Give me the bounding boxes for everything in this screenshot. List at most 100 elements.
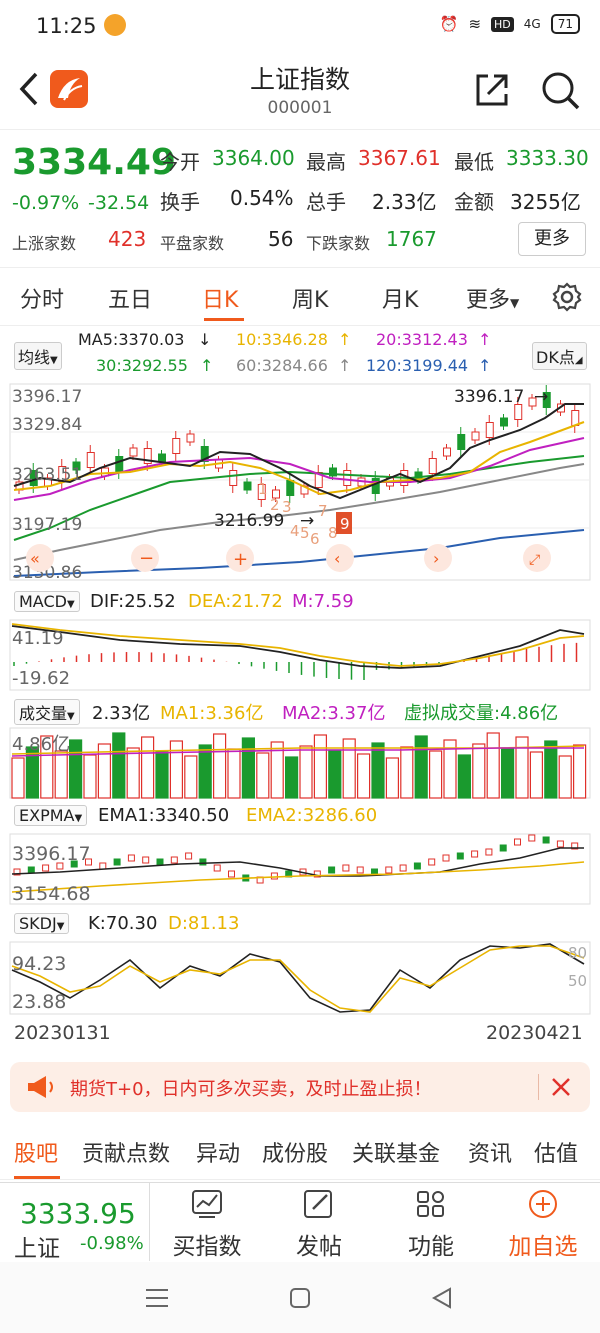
close-icon[interactable]	[550, 1076, 572, 1098]
svg-text:5: 5	[300, 524, 310, 542]
expma-candle	[199, 858, 207, 866]
tab-weekly-k[interactable]: 周K	[292, 288, 329, 313]
skdj-selector[interactable]: SKDJ▼	[14, 913, 70, 934]
kline-candle	[257, 484, 266, 500]
tab-movement[interactable]: 异动	[196, 1142, 241, 1167]
home-icon[interactable]	[288, 1286, 312, 1310]
banner-text: 期货T+0，日内可多次买卖，及时止盈止损！	[70, 1079, 432, 1100]
zoom-in-icon[interactable]	[226, 544, 254, 572]
tab-news[interactable]: 资讯	[468, 1142, 513, 1167]
expma-candle	[571, 842, 579, 850]
tab-five-day[interactable]: 五日	[108, 288, 153, 313]
expma-candle	[270, 872, 278, 880]
caret-down-icon: ▼	[67, 711, 75, 722]
kline-candle	[542, 392, 551, 408]
dk-point-toggle[interactable]: DK点◢	[532, 342, 587, 370]
virtual-volume: 虚拟成交量:4.86亿	[404, 703, 559, 724]
tab-more[interactable]: 更多▼	[466, 282, 519, 314]
tab-timeshare[interactable]: 分时	[20, 288, 65, 313]
kline-candle	[115, 456, 124, 472]
active-tab-indicator	[204, 318, 244, 321]
volume-bars	[11, 732, 587, 799]
ema2-line	[11, 861, 585, 893]
volume-ma2: MA2:3.37亿	[282, 703, 386, 724]
search-icon[interactable]	[540, 70, 582, 112]
svg-text:⤢: ⤢	[529, 552, 540, 568]
tab-valuation[interactable]: 估值	[534, 1142, 579, 1167]
volume-bar	[241, 737, 255, 799]
svg-text:4: 4	[290, 522, 300, 540]
volume-chart[interactable]: 4.86亿	[0, 726, 600, 800]
volume-bar	[141, 736, 155, 799]
volume-bar	[227, 748, 241, 799]
tab-contribution[interactable]: 贡献点数	[82, 1142, 171, 1167]
pan-right-icon[interactable]	[424, 544, 452, 572]
mini-quote[interactable]: 3333.95 上证 -0.98%	[0, 1183, 150, 1262]
promo-banner[interactable]: 期货T+0，日内可多次买卖，及时止盈止损！	[10, 1062, 590, 1112]
expma-chart[interactable]: 3396.17 3154.68	[0, 832, 600, 906]
kline-candle	[471, 431, 480, 441]
add-watchlist-button[interactable]: 加自选	[488, 1189, 598, 1261]
expma-candle	[442, 854, 450, 862]
tab-related-funds[interactable]: 关联基金	[352, 1142, 441, 1167]
status-bar: 11:25 ⏰ ≋ HD 4G 71	[0, 0, 600, 52]
app-logo	[50, 70, 88, 108]
ma10-line	[13, 421, 585, 496]
skdj-chart[interactable]: 94.23 23.88 80 50	[0, 940, 600, 1016]
svg-text:3: 3	[282, 498, 292, 516]
megaphone-icon	[28, 1076, 53, 1098]
volume-bar	[486, 732, 500, 799]
back-nav-icon[interactable]	[430, 1286, 454, 1310]
tab-constituents[interactable]: 成份股	[262, 1142, 329, 1167]
expma-selector[interactable]: EXPMA▼	[14, 805, 88, 826]
volume-bar	[414, 735, 428, 799]
fast-back-icon[interactable]	[26, 544, 54, 572]
high-value: 3367.61	[358, 146, 441, 170]
macd-chart[interactable]: 41.19 -19.62	[0, 618, 600, 692]
tab-monthly-k[interactable]: 月K	[382, 288, 419, 313]
expma-candle	[456, 852, 464, 860]
change-percent: -0.97%	[12, 192, 80, 214]
volume-bar	[169, 740, 183, 799]
macd-dif: DIF:25.52	[90, 591, 176, 612]
date-end: 20230421	[486, 1022, 583, 1044]
open-value: 3364.00	[212, 146, 295, 170]
quote-more-button[interactable]: 更多	[518, 222, 586, 256]
back-icon[interactable]	[12, 66, 48, 112]
volume-bar	[184, 755, 198, 799]
volume-bar	[25, 746, 39, 799]
macd-selector[interactable]: MACD▼	[14, 591, 80, 612]
volume-selector[interactable]: 成交量▼	[14, 699, 80, 725]
kline-chart[interactable]: 3396.17 3329.84 3263.51 3197.19 3130.86 …	[0, 382, 600, 582]
expma-candles	[13, 834, 579, 884]
signal-9-label: 9	[340, 515, 350, 533]
volume-bar	[83, 754, 97, 799]
caret-down-icon: ▼	[510, 296, 520, 310]
expma-candle	[485, 848, 493, 856]
up-count: 423	[108, 227, 147, 251]
ma-selector[interactable]: 均线▼	[14, 342, 62, 370]
post-button[interactable]: 发帖	[264, 1189, 374, 1261]
signal-9-badge	[336, 512, 352, 534]
kline-candle	[485, 422, 494, 438]
share-icon[interactable]	[472, 70, 512, 110]
kline-candle	[86, 452, 95, 468]
high-label: 最高	[306, 150, 346, 174]
expma-candle	[385, 866, 393, 874]
buy-index-button[interactable]: 买指数	[152, 1189, 262, 1261]
volume-bar	[270, 741, 284, 799]
tab-daily-k[interactable]: 日K	[202, 288, 239, 313]
expma-candle	[156, 858, 164, 866]
fullscreen-icon[interactable]	[523, 544, 551, 572]
tab-stock-forum[interactable]: 股吧	[14, 1142, 59, 1167]
pan-left-icon[interactable]	[326, 544, 354, 572]
volume-bar	[342, 738, 356, 799]
zoom-out-icon[interactable]	[131, 544, 159, 572]
menu-icon[interactable]	[144, 1286, 170, 1310]
expma-legend: EXPMA▼ EMA1:3340.50 EMA2:3286.60	[0, 802, 600, 832]
function-button[interactable]: 功能	[376, 1189, 486, 1261]
gear-icon[interactable]	[552, 282, 582, 312]
buy-index-label: 买指数	[172, 1234, 242, 1260]
quote-panel: 3334.49 -0.97% -32.54 今开 3364.00 最高 3367…	[0, 130, 600, 268]
mini-pct: -0.98%	[80, 1233, 144, 1254]
